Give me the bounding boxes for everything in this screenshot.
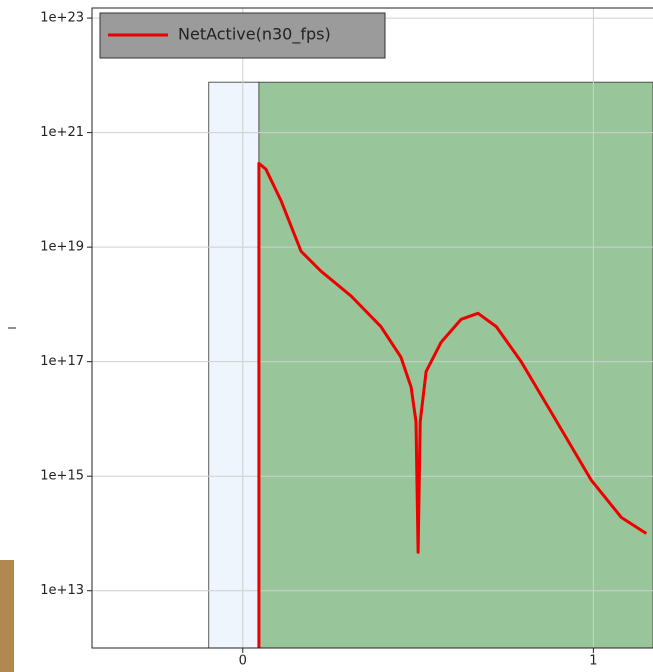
y-tick-label: 1e+21 — [40, 125, 84, 140]
y-tick-label: 1e+13 — [40, 583, 84, 598]
y-tick-label: 1e+17 — [40, 354, 84, 369]
chart: NetActive(n30_fps) 1e+13 1e+15 1e+17 1e+19 1… — [0, 0, 653, 672]
plot-area — [92, 8, 653, 648]
y-tick-label: 1e+19 — [40, 240, 84, 255]
y-tick-label: 1e+23 — [40, 11, 84, 26]
legend: NetActive(n30_fps) — [100, 13, 385, 58]
cropped-image — [0, 560, 14, 672]
shaded-region — [209, 82, 259, 648]
x-tick-label: 1 — [589, 654, 597, 669]
y-tick-label: 1e+15 — [40, 469, 84, 484]
x-tick-label: 0 — [239, 654, 247, 669]
legend-label: NetActive(n30_fps) — [178, 25, 331, 45]
